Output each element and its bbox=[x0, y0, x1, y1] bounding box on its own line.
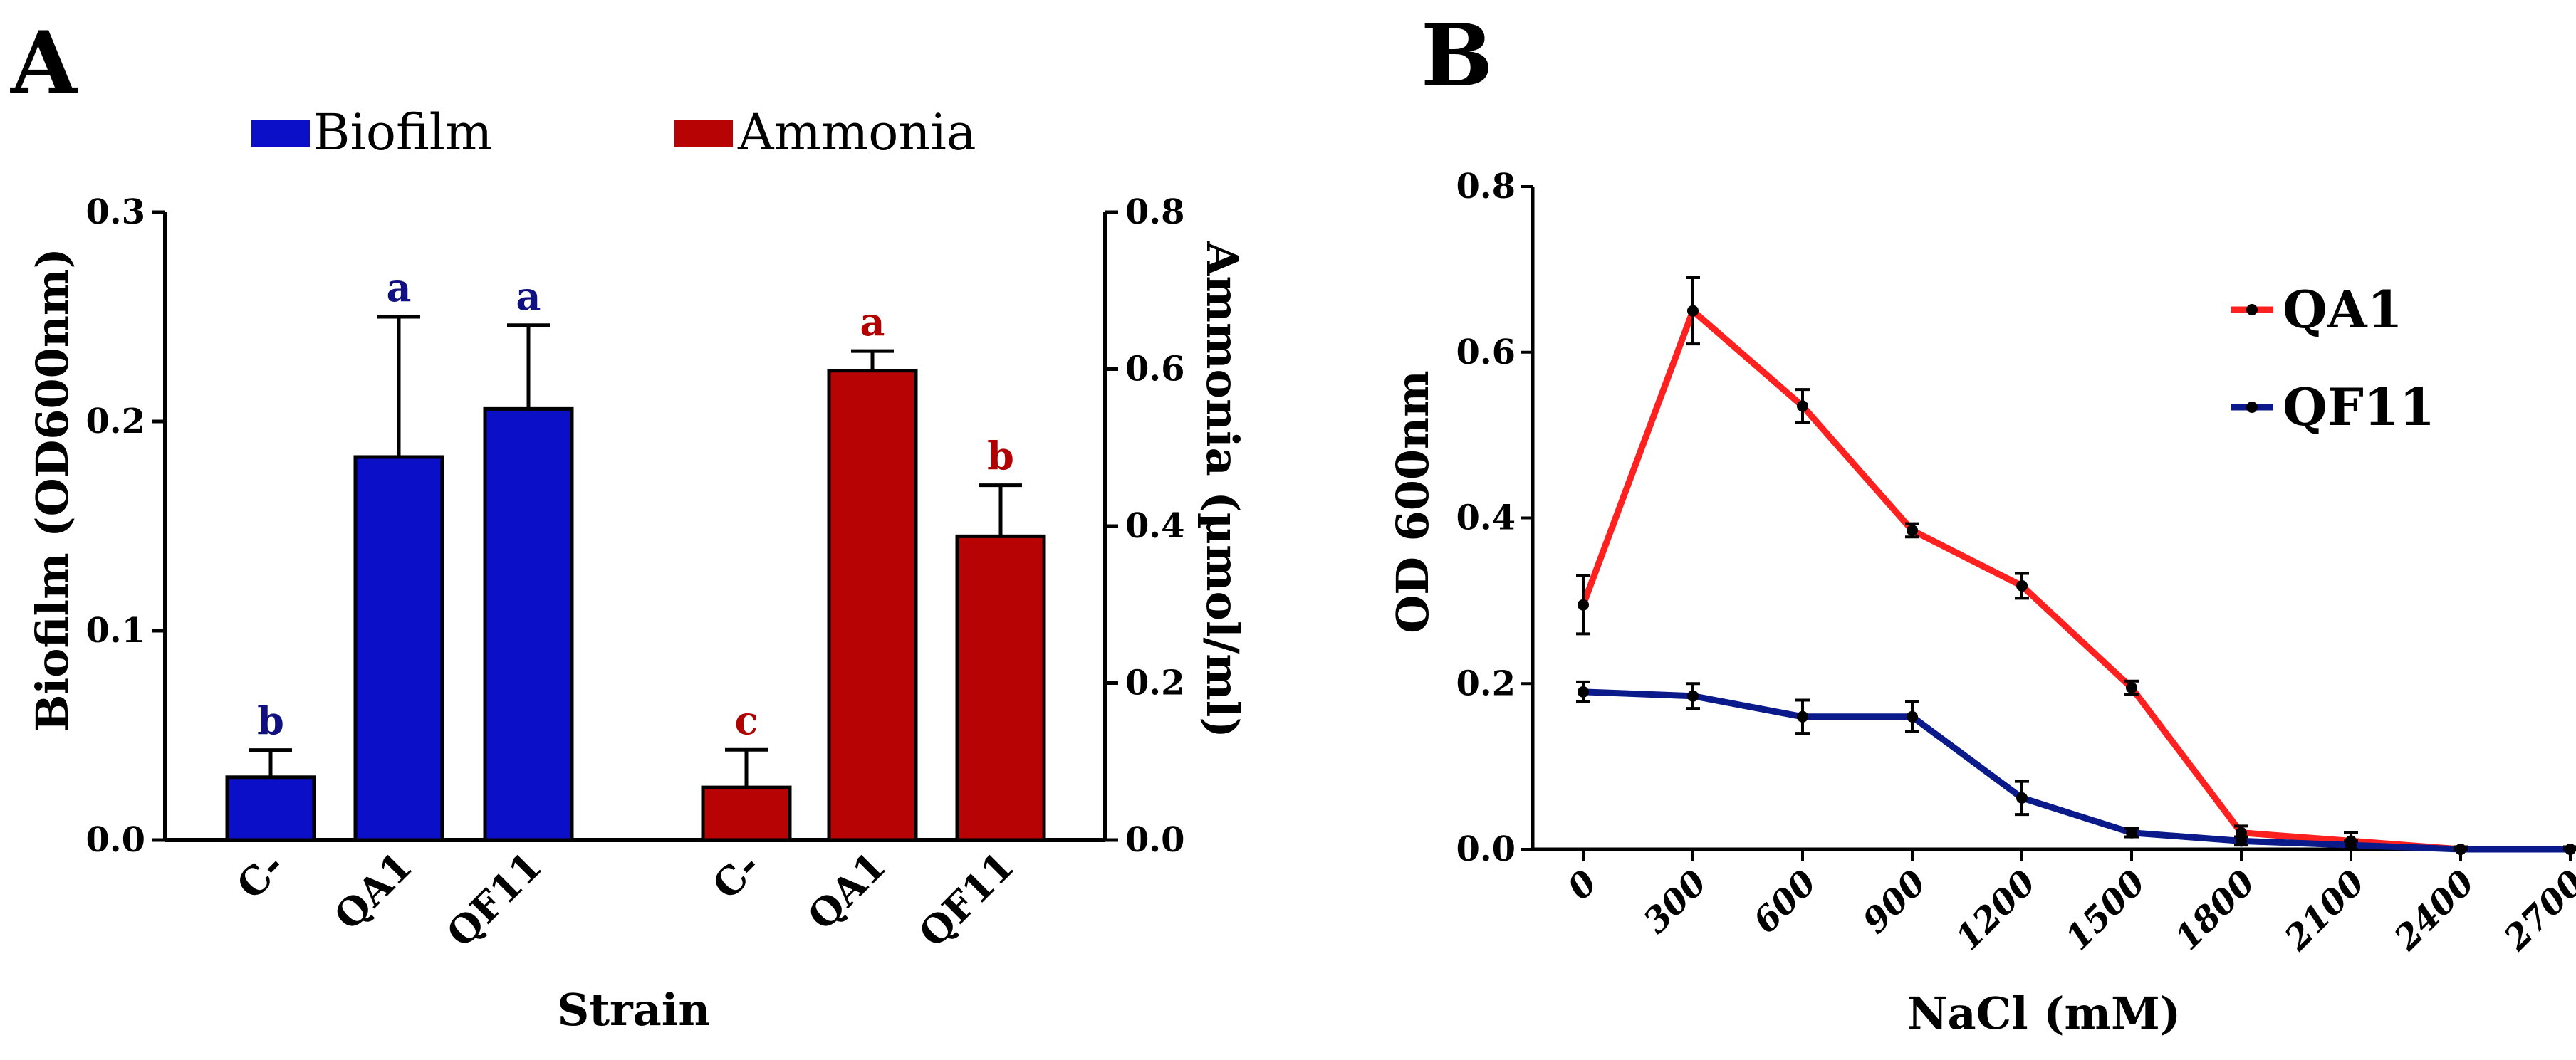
category-label: QA1 bbox=[325, 843, 421, 939]
right-tick-label: 0.2 bbox=[1125, 663, 1185, 703]
point-qf11 bbox=[2565, 844, 2576, 855]
point-qa1 bbox=[1687, 305, 1699, 317]
legend-marker-qa1 bbox=[2246, 304, 2258, 315]
panel-b-label: B bbox=[1421, 6, 1493, 106]
point-qf11 bbox=[2016, 792, 2028, 804]
y-tick-label-b: 0.0 bbox=[1456, 829, 1516, 869]
bar-ammonia-qa1 bbox=[827, 369, 918, 842]
panel-a-label: A bbox=[10, 13, 78, 113]
x-tick-label-b: 0 bbox=[1560, 863, 1605, 908]
significance-letter: c bbox=[735, 698, 758, 743]
category-label: C- bbox=[228, 843, 293, 908]
right-tick-label: 0.0 bbox=[1125, 820, 1185, 860]
point-qa1 bbox=[2126, 682, 2137, 694]
bar-biofilm-c- bbox=[225, 775, 316, 842]
right-tick-label: 0.4 bbox=[1125, 506, 1185, 546]
point-qf11 bbox=[2126, 827, 2137, 839]
category-label: C- bbox=[704, 843, 768, 908]
point-qa1 bbox=[1907, 524, 1918, 536]
point-qf11 bbox=[1578, 686, 1589, 698]
point-qf11 bbox=[1797, 710, 1808, 723]
point-qf11 bbox=[2345, 839, 2357, 851]
point-qf11 bbox=[1687, 690, 1699, 702]
x-tick-label-b: 1800 bbox=[2167, 863, 2263, 958]
significance-letter: a bbox=[387, 265, 412, 310]
chart-b: 0.0 0.2 0.4 0.6 0.8 0 300 600 900 1200 1500 1800 210… bbox=[1456, 167, 2576, 959]
x-tick-label-b: 2400 bbox=[2387, 863, 2483, 959]
legend-label-qf11: QF11 bbox=[2283, 377, 2435, 437]
x-axis-title-a: Strain bbox=[558, 984, 711, 1036]
left-tick-label: 0.0 bbox=[85, 820, 145, 860]
x-tick-label-b: 1500 bbox=[2058, 863, 2153, 958]
category-label: QF11 bbox=[909, 843, 1023, 956]
bar-biofilm-qf11 bbox=[483, 406, 574, 842]
x-tick-label-b: 300 bbox=[1636, 863, 1714, 941]
right-axis-title-a: Ammonia (µmol/ml) bbox=[1196, 241, 1248, 738]
significance-letter: b bbox=[987, 434, 1014, 479]
right-tick-label: 0.8 bbox=[1125, 192, 1185, 232]
legend-label-qa1: QA1 bbox=[2283, 279, 2403, 340]
legend-swatch-ammonia bbox=[674, 120, 733, 147]
bar-biofilm-qa1 bbox=[353, 455, 444, 842]
y-tick-label-b: 0.8 bbox=[1456, 167, 1516, 206]
legend-label-ammonia: Ammonia bbox=[737, 103, 976, 162]
right-tick-label: 0.6 bbox=[1125, 350, 1185, 389]
line-qf11 bbox=[1582, 688, 2570, 853]
legend-marker-qf11 bbox=[2246, 402, 2258, 413]
point-qf11 bbox=[2236, 835, 2247, 847]
bar-ammonia-qf11 bbox=[955, 534, 1046, 842]
y-axis-title-b: OD 600nm bbox=[1387, 370, 1439, 633]
legend-a: Biofilm Ammonia bbox=[251, 103, 976, 162]
left-tick-label: 0.2 bbox=[85, 402, 145, 441]
point-qa1 bbox=[1578, 599, 1589, 611]
significance-letter: a bbox=[516, 273, 541, 319]
bar-ammonia-c- bbox=[701, 785, 792, 842]
x-tick-label-b: 2100 bbox=[2277, 863, 2373, 959]
legend-swatch-biofilm bbox=[251, 120, 310, 147]
x-tick-label-b: 1200 bbox=[1948, 863, 2043, 958]
point-qf11 bbox=[1907, 710, 1918, 723]
significance-letter: b bbox=[257, 698, 284, 744]
y-tick-label-b: 0.2 bbox=[1456, 663, 1516, 703]
point-qf11 bbox=[2455, 844, 2466, 855]
category-label: QF11 bbox=[437, 843, 551, 956]
chart-a: 0.0 0.1 0.2 0.3 0.0 0.2 0.4 0.6 0.8 b C-a QA1 a QF11 c… bbox=[85, 192, 1184, 956]
left-axis-title-a: Biofilm (OD600nm) bbox=[26, 248, 78, 732]
left-tick-label: 0.1 bbox=[85, 611, 145, 651]
x-tick-label-b: 600 bbox=[1746, 863, 1824, 941]
y-tick-label-b: 0.6 bbox=[1456, 332, 1516, 372]
significance-letter: a bbox=[860, 299, 885, 345]
x-tick-label-b: 900 bbox=[1855, 863, 1934, 941]
x-tick-label-b: 2700 bbox=[2496, 863, 2576, 959]
left-tick-label: 0.3 bbox=[85, 192, 145, 232]
point-qa1 bbox=[2016, 579, 2028, 592]
y-tick-label-b: 0.4 bbox=[1456, 498, 1516, 538]
x-axis-title-b: NaCl (mM) bbox=[1907, 987, 2181, 1039]
category-label: QA1 bbox=[798, 843, 895, 939]
point-qa1 bbox=[1797, 400, 1808, 412]
legend-label-biofilm: Biofilm bbox=[313, 103, 492, 162]
